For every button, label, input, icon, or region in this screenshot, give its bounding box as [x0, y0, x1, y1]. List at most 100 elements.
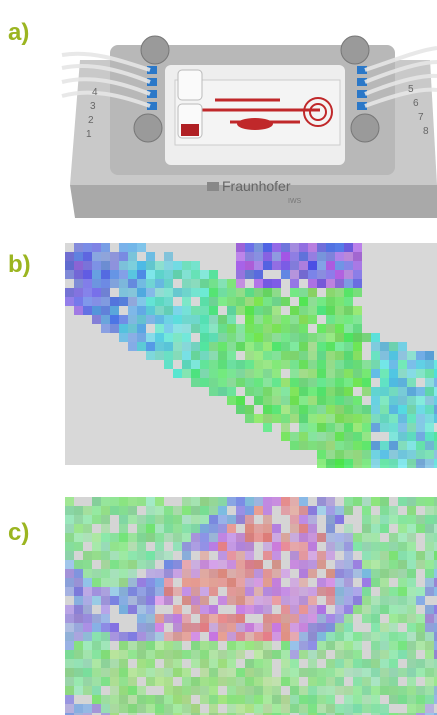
vector-cell — [155, 351, 164, 360]
vector-cell — [407, 387, 416, 396]
vector-cell — [290, 668, 299, 677]
vector-cell — [263, 396, 272, 405]
vector-cell — [407, 695, 416, 704]
vector-cell — [425, 641, 434, 650]
vector-cell — [344, 641, 353, 650]
vector-cell — [155, 587, 164, 596]
vector-cell — [119, 668, 128, 677]
vector-cell — [380, 605, 389, 614]
vector-cell — [92, 315, 101, 324]
vector-cell — [245, 668, 254, 677]
vector-cell — [92, 668, 101, 677]
vector-cell — [335, 578, 344, 587]
vector-cell — [137, 596, 146, 605]
vector-cell — [308, 297, 317, 306]
vector-cell — [209, 369, 218, 378]
vector-cell — [101, 623, 110, 632]
vector-cell — [425, 659, 434, 668]
vector-cell — [92, 659, 101, 668]
vector-cell — [290, 405, 299, 414]
vector-cell — [200, 524, 209, 533]
vector-cell — [353, 497, 362, 506]
vector-cell — [83, 506, 92, 515]
vector-cell — [101, 650, 110, 659]
vector-cell — [137, 497, 146, 506]
vector-cell — [263, 695, 272, 704]
vector-cell — [146, 659, 155, 668]
vector-cell — [182, 614, 191, 623]
vector-cell — [371, 459, 380, 468]
vector-cell — [353, 288, 362, 297]
vector-cell — [407, 405, 416, 414]
vector-cell — [326, 641, 335, 650]
vector-cell — [245, 686, 254, 695]
vector-cell — [254, 524, 263, 533]
vector-cell — [353, 686, 362, 695]
vector-cell — [164, 306, 173, 315]
vector-cell — [371, 605, 380, 614]
vector-cell — [353, 423, 362, 432]
vector-cell — [83, 252, 92, 261]
vector-cell — [416, 632, 425, 641]
vector-cell — [425, 506, 434, 515]
vector-cell — [245, 551, 254, 560]
vector-cell — [227, 315, 236, 324]
vector-cell — [299, 351, 308, 360]
vector-cell — [344, 360, 353, 369]
vector-cell — [407, 614, 416, 623]
vector-cell — [155, 342, 164, 351]
vector-cell — [137, 315, 146, 324]
vector-cell — [353, 569, 362, 578]
vector-cell — [380, 342, 389, 351]
vector-cell — [146, 677, 155, 686]
vector-cell — [425, 605, 434, 614]
vector-cell — [155, 641, 164, 650]
vector-cell — [317, 450, 326, 459]
vector-cell — [146, 569, 155, 578]
vector-cell — [335, 279, 344, 288]
vector-cell — [317, 351, 326, 360]
vector-cell — [263, 369, 272, 378]
vector-cell — [92, 270, 101, 279]
vector-cell — [389, 459, 398, 468]
vector-cell — [380, 378, 389, 387]
vector-cell — [299, 288, 308, 297]
vector-cell — [371, 369, 380, 378]
vector-cell — [218, 324, 227, 333]
vector-cell — [425, 569, 434, 578]
vector-cell — [407, 686, 416, 695]
vector-cell — [245, 333, 254, 342]
vector-cell — [335, 560, 344, 569]
vector-cell — [425, 695, 434, 704]
vector-cell — [254, 506, 263, 515]
vector-cell — [317, 441, 326, 450]
vector-cell — [416, 686, 425, 695]
vector-cell — [407, 578, 416, 587]
vector-cell — [101, 297, 110, 306]
vector-cell — [110, 306, 119, 315]
vector-cell — [317, 360, 326, 369]
vector-cell — [272, 351, 281, 360]
vector-cell — [380, 587, 389, 596]
vector-cell — [182, 279, 191, 288]
vector-cell — [371, 614, 380, 623]
vector-cell — [83, 605, 92, 614]
vector-cell — [146, 306, 155, 315]
vector-cell — [254, 297, 263, 306]
vector-cell — [398, 351, 407, 360]
figure: a) b) c) 43215678 Fraunho — [0, 0, 437, 715]
vector-cell — [416, 405, 425, 414]
vector-cell — [353, 560, 362, 569]
vector-cell — [191, 686, 200, 695]
vector-cell — [425, 459, 434, 468]
vector-cell — [317, 677, 326, 686]
vector-cell — [425, 533, 434, 542]
vector-cell — [227, 668, 236, 677]
vector-cell — [101, 668, 110, 677]
vector-cell — [398, 405, 407, 414]
vector-cell — [344, 614, 353, 623]
vector-cell — [236, 261, 245, 270]
vector-cell — [353, 677, 362, 686]
vector-cell — [65, 551, 74, 560]
vector-cell — [254, 569, 263, 578]
